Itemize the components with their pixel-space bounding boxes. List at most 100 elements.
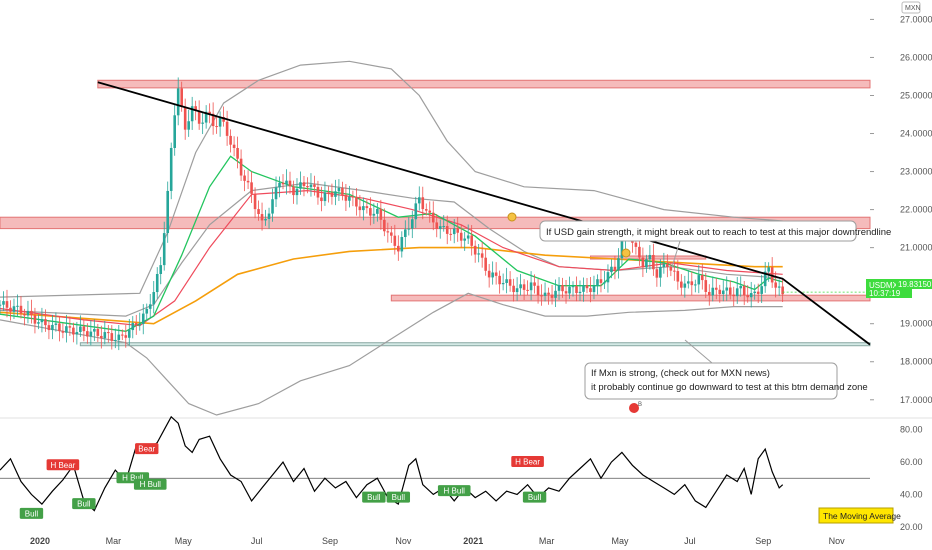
candle-body (274, 187, 278, 200)
downtrendline[interactable] (97, 81, 871, 346)
candle-body (107, 332, 110, 334)
bull-signal-tag[interactable]: Bull (522, 491, 547, 503)
candle-body (72, 327, 75, 335)
candle-body (498, 275, 501, 285)
price-tick-label: 21.00000 (900, 243, 932, 253)
bull-signal-tag[interactable]: Bull (72, 498, 96, 510)
candle-body (442, 226, 446, 228)
bear-signal-tag[interactable]: H Bear (46, 459, 80, 471)
candle-body (456, 228, 460, 233)
candle-body (341, 187, 344, 195)
candle-body (201, 122, 204, 124)
signal-tag-label: H Bear (515, 458, 540, 467)
candle-body (114, 339, 117, 341)
candle-body (246, 180, 250, 183)
time-axis[interactable]: 2020 Mar May Jul Sep Nov 2021 Mar May Jul Sep Nov (30, 536, 845, 546)
candle-body (606, 272, 610, 283)
candle-body (131, 323, 135, 331)
signal-tag-label: H Bull (444, 487, 466, 496)
pivot-marker-icon (621, 248, 631, 258)
candle-body (134, 323, 138, 326)
earnings-flag-icon[interactable]: B (629, 402, 642, 413)
supply-zone[interactable] (390, 294, 871, 302)
demand-zone[interactable] (79, 342, 871, 347)
candle-body (571, 286, 575, 288)
bear-signal-tag[interactable]: H Bear (511, 456, 544, 468)
candle-body (582, 285, 585, 292)
candle-body (0, 304, 2, 306)
bull-signal-tag[interactable]: Bull (362, 491, 386, 503)
rsi-tick-label: 40.00 (900, 489, 923, 499)
candle-body (299, 182, 302, 189)
candle-body (480, 253, 484, 258)
candle-body (470, 235, 473, 246)
annotation-mxn-line-1: If Mxn is strong, (check out for MXN new… (591, 368, 770, 379)
candle-body (501, 282, 505, 285)
candle-body (309, 184, 313, 188)
candle-body (183, 106, 187, 130)
candle-body (152, 292, 156, 305)
annotation-usd[interactable]: If USD gain strength, it might break out… (539, 220, 891, 268)
bull-signal-tag[interactable]: Bull (386, 491, 411, 503)
candle-body (344, 194, 348, 201)
signal-tag-bg (362, 491, 386, 503)
candle-body (75, 332, 79, 335)
candle-body (166, 190, 170, 234)
candle-body (232, 144, 236, 148)
candle-body (2, 301, 5, 305)
candle-body (26, 310, 30, 316)
candle-body (323, 192, 327, 202)
candle-body (634, 242, 638, 247)
candle-body (239, 158, 243, 176)
candle-body (515, 288, 519, 293)
candle-body (491, 272, 494, 278)
candle-body (445, 226, 449, 234)
candle-body (718, 289, 722, 295)
candle-body (438, 226, 442, 229)
downtrendline-line[interactable] (97, 81, 871, 346)
candle-body (519, 284, 522, 289)
candle-body (250, 182, 253, 194)
bull-signal-tag[interactable]: H Bull (437, 485, 471, 497)
candle-body (617, 258, 620, 270)
rsi-axis[interactable]: 80.00 60.00 40.00 20.00 (900, 425, 923, 532)
candle-body (673, 270, 676, 272)
candle-body (208, 111, 211, 114)
time-tick-label: 2020 (30, 536, 50, 546)
time-tick-label: Sep (755, 536, 771, 546)
candle-body (592, 285, 596, 293)
candle-body (138, 324, 142, 326)
candle-body (687, 281, 690, 284)
time-tick-label: 2021 (463, 536, 483, 546)
candle-body (400, 237, 404, 252)
candle-body (285, 180, 288, 185)
candle-body (568, 286, 571, 294)
candle-body (100, 335, 103, 339)
candle-body (543, 292, 547, 296)
candle-body (120, 334, 124, 336)
bear-signal-tag[interactable]: Bear (135, 443, 159, 455)
candle-body (473, 245, 477, 255)
candle-body (596, 279, 599, 286)
svg-text:B: B (638, 402, 642, 408)
candle-body (648, 254, 652, 260)
supply-zone[interactable] (97, 79, 871, 89)
time-tick-label: Jul (684, 536, 696, 546)
bull-signal-tag[interactable]: Bull (19, 507, 44, 519)
candle-body (529, 282, 533, 291)
candle-body (103, 332, 107, 339)
bull-signal-tag[interactable]: H Bull (133, 478, 167, 490)
candle-body (386, 231, 390, 233)
candle-body (260, 214, 264, 221)
price-tick-label: 18.00000 (900, 357, 932, 367)
candle-body (753, 291, 756, 294)
candle-body (162, 233, 166, 266)
candle-body (564, 291, 568, 294)
candle-body (540, 295, 543, 297)
candle-body (44, 319, 47, 326)
candle-body (222, 117, 225, 122)
annotation-mxn[interactable]: If Mxn is strong, (check out for MXN new… (584, 339, 868, 400)
candle-body (110, 333, 114, 341)
candle-body (23, 313, 26, 316)
candle-body (459, 232, 463, 241)
